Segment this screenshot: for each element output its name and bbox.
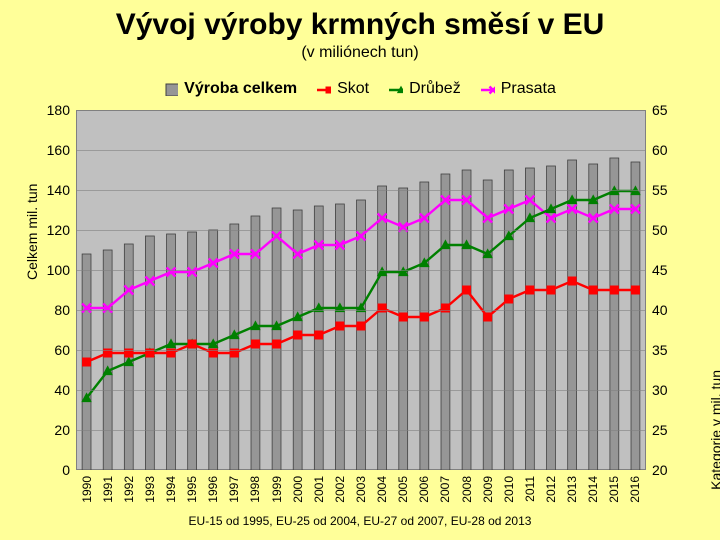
footnote: EU-15 od 1995, EU-25 od 2004, EU-27 od 2…	[18, 514, 702, 528]
x-tick-label: 2005	[396, 476, 410, 503]
legend-label: Výroba celkem	[184, 80, 297, 98]
page-title: Vývoj výroby krmných směsí v EU	[0, 0, 720, 42]
y-left-tick-label: 20	[32, 422, 70, 438]
y-right-tick-label: 65	[652, 102, 682, 118]
gridline	[76, 350, 646, 351]
x-tick-label: 2003	[354, 476, 368, 503]
pigs-marker-icon	[481, 82, 495, 96]
plot-region: 0202025403060358040100451205014055160601…	[76, 110, 646, 470]
x-tick-label: 2015	[607, 476, 621, 503]
x-tick-label: 2006	[417, 476, 431, 503]
gridline	[76, 230, 646, 231]
x-tick-label: 1990	[80, 476, 94, 503]
y-left-tick-label: 180	[32, 102, 70, 118]
y-left-tick-label: 100	[32, 262, 70, 278]
y-right-tick-label: 50	[652, 222, 682, 238]
y-right-tick-label: 35	[652, 342, 682, 358]
y-left-tick-label: 60	[32, 342, 70, 358]
x-tick-label: 2002	[333, 476, 347, 503]
y-left-tick-label: 140	[32, 182, 70, 198]
x-tick-label: 1997	[227, 476, 241, 503]
y-left-tick-label: 80	[32, 302, 70, 318]
cattle-marker-icon	[317, 82, 331, 96]
x-tick-label: 2016	[628, 476, 642, 503]
x-tick-label: 2004	[375, 476, 389, 503]
y-right-tick-label: 20	[652, 462, 682, 478]
legend-label: Prasata	[501, 80, 556, 98]
legend-label: Skot	[337, 80, 369, 98]
legend-item-pigs: Prasata	[481, 80, 556, 98]
legend-item-total: Výroba celkem	[164, 80, 297, 98]
plot-background	[76, 110, 646, 470]
x-tick-label: 1993	[143, 476, 157, 503]
gridline	[76, 390, 646, 391]
x-tick-label: 1991	[101, 476, 115, 503]
y-right-tick-label: 55	[652, 182, 682, 198]
gridline	[76, 310, 646, 311]
y-left-tick-label: 160	[32, 142, 70, 158]
y-right-tick-label: 45	[652, 262, 682, 278]
legend: Výroba celkem Skot Drůbež Prasata	[18, 80, 702, 106]
y-right-tick-label: 25	[652, 422, 682, 438]
x-tick-label: 2013	[565, 476, 579, 503]
x-tick-label: 2008	[460, 476, 474, 503]
legend-label: Drůbež	[409, 80, 461, 98]
gridline	[76, 190, 646, 191]
gridline	[76, 430, 646, 431]
x-tick-label: 1994	[164, 476, 178, 503]
page-subtitle: (v miliónech tun)	[0, 44, 720, 62]
y-right-tick-label: 30	[652, 382, 682, 398]
x-tick-label: 2001	[312, 476, 326, 503]
y-left-tick-label: 40	[32, 382, 70, 398]
y-left-tick-label: 0	[32, 462, 70, 478]
x-tick-label: 2014	[586, 476, 600, 503]
total-marker-icon	[164, 82, 178, 96]
x-tick-label: 1999	[270, 476, 284, 503]
x-tick-label: 1992	[122, 476, 136, 503]
x-tick-label: 2009	[481, 476, 495, 503]
gridline	[76, 150, 646, 151]
x-tick-label: 2012	[544, 476, 558, 503]
y-right-tick-label: 40	[652, 302, 682, 318]
y-right-axis-title: Kategorie v mil. tun	[708, 370, 720, 490]
poultry-marker-icon	[389, 82, 403, 96]
legend-item-poultry: Drůbež	[389, 80, 461, 98]
legend-item-cattle: Skot	[317, 80, 369, 98]
x-tick-label: 1996	[206, 476, 220, 503]
y-left-tick-label: 120	[32, 222, 70, 238]
x-tick-label: 2010	[502, 476, 516, 503]
x-tick-label: 2000	[291, 476, 305, 503]
y-right-tick-label: 60	[652, 142, 682, 158]
chart-area: Výroba celkemSkotDrůbežPrasata Celkem mi…	[18, 80, 702, 530]
x-tick-label: 2007	[438, 476, 452, 503]
x-tick-label: 2011	[523, 476, 537, 502]
x-tick-label: 1998	[248, 476, 262, 503]
x-tick-label: 1995	[185, 476, 199, 503]
gridline	[76, 270, 646, 271]
